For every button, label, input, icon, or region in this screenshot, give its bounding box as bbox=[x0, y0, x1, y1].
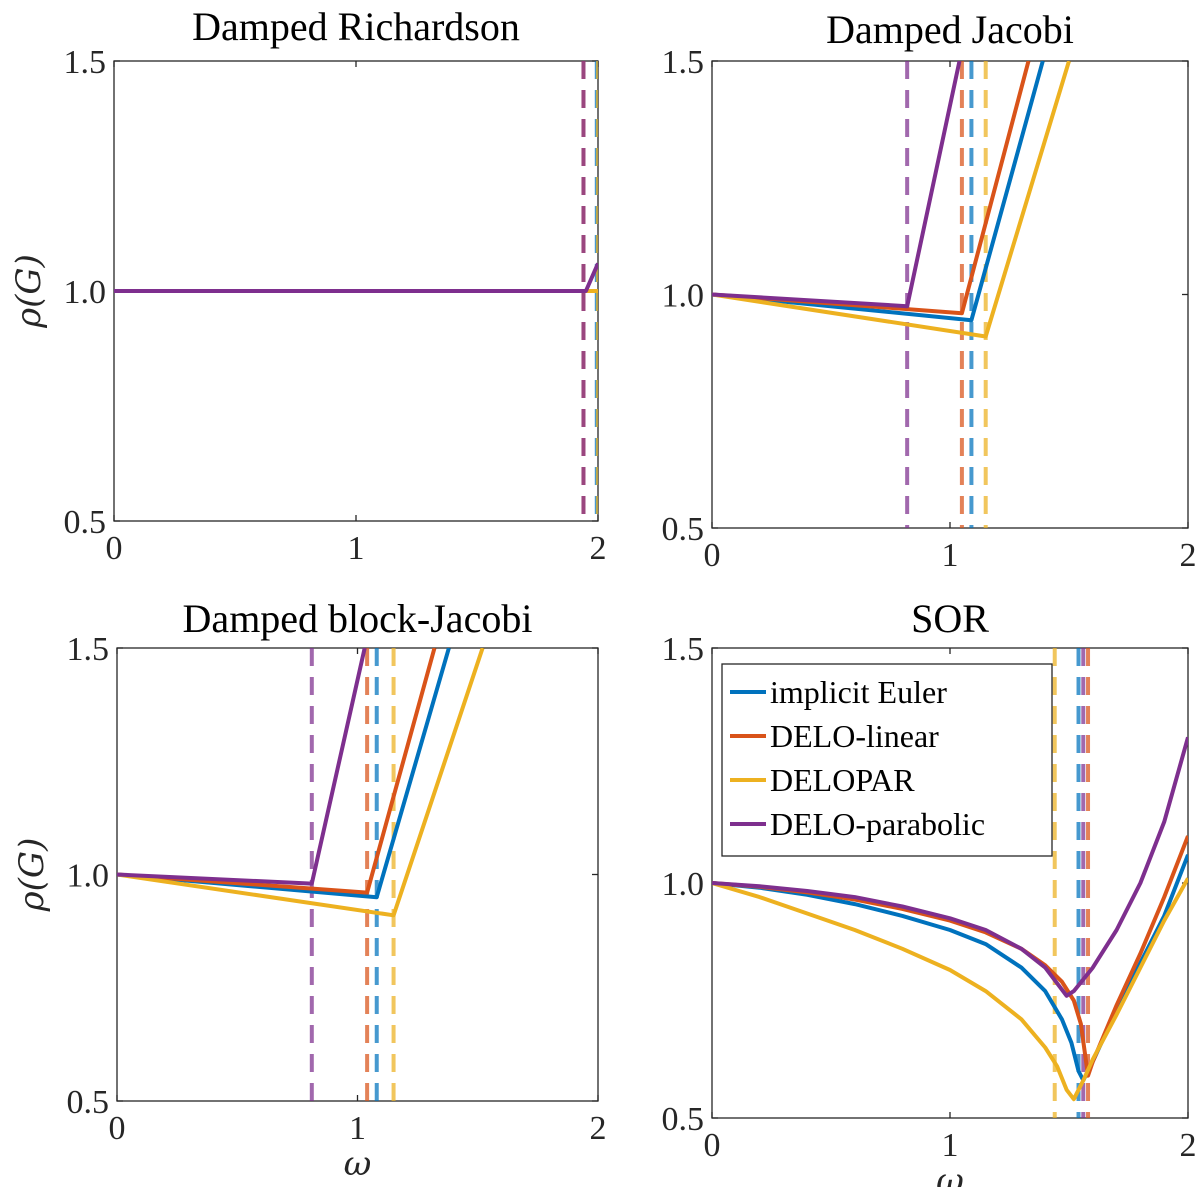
legend-entry-delo-parabolic: DELO-parabolic bbox=[770, 806, 985, 842]
x-tick-label: 1 bbox=[942, 537, 959, 574]
series-line-delo-parabolic bbox=[114, 262, 598, 293]
y-axis-label: ρ(G) bbox=[9, 254, 49, 329]
subplot-damped-richardson: Damped Richardson 0 1 2 0.5 1.0 1.5 ρ(G) bbox=[9, 4, 607, 567]
y-tick-label: 1.5 bbox=[64, 44, 107, 81]
series-line-delopar bbox=[712, 877, 1188, 1102]
axes-box bbox=[711, 60, 1189, 529]
chart-title: Damped Jacobi bbox=[826, 7, 1074, 52]
x-tick-label: 2 bbox=[590, 530, 607, 567]
y-tick-label: 1.0 bbox=[64, 274, 107, 311]
legend-entry-delopar: DELOPAR bbox=[770, 762, 915, 798]
y-tick-label: 0.5 bbox=[64, 504, 107, 541]
plot-area bbox=[114, 61, 598, 521]
legend-box bbox=[721, 663, 1053, 857]
x-tick-label: 0 bbox=[704, 1127, 721, 1164]
chart-title: Damped Richardson bbox=[192, 4, 520, 49]
plot-area bbox=[712, 61, 1071, 528]
x-tick-label: 1 bbox=[349, 1110, 366, 1147]
series-line-delo-parabolic bbox=[712, 736, 1188, 998]
legend-entry-implicit-euler: implicit Euler bbox=[770, 674, 947, 710]
series-line-delopar bbox=[712, 61, 1071, 339]
x-axis-label: ω bbox=[344, 1144, 372, 1184]
x-tick-label: 0 bbox=[106, 530, 123, 567]
axes-box bbox=[116, 647, 599, 1102]
y-tick-label: 1.0 bbox=[662, 866, 705, 903]
x-tick-label: 2 bbox=[590, 1110, 607, 1147]
series-line-delo-parabolic bbox=[117, 648, 367, 886]
y-axis-label: ρ(G) bbox=[12, 838, 52, 913]
x-tick-label: 0 bbox=[704, 537, 721, 574]
series-line-implicit-euler bbox=[712, 61, 1045, 323]
series-line-delo-linear bbox=[117, 648, 437, 895]
x-tick-label: 2 bbox=[1180, 537, 1197, 574]
x-tick-label: 1 bbox=[942, 1127, 959, 1164]
y-tick-label: 1.0 bbox=[662, 278, 705, 315]
y-tick-label: 1.5 bbox=[67, 631, 110, 668]
series-line-implicit-euler bbox=[712, 854, 1188, 1083]
x-tick-label: 0 bbox=[109, 1110, 126, 1147]
x-tick-label: 2 bbox=[1180, 1127, 1197, 1164]
y-tick-label: 0.5 bbox=[662, 1101, 705, 1138]
chart-title: SOR bbox=[911, 596, 989, 641]
series-line-delo-linear bbox=[712, 61, 1031, 316]
y-tick-label: 1.5 bbox=[662, 44, 705, 81]
y-tick-label: 0.5 bbox=[67, 1084, 110, 1121]
series-line-delo-parabolic bbox=[712, 61, 962, 309]
legend: implicit Euler DELO-linear DELOPAR DELO-par… bbox=[721, 663, 1053, 857]
subplot-damped-block-jacobi: Damped block-Jacobi 0 1 2 0.5 1.0 1.5 ρ(G) ω bbox=[12, 596, 607, 1184]
y-tick-label: 1.5 bbox=[662, 631, 705, 668]
series-line-delo-linear bbox=[712, 835, 1188, 1078]
chart-title: Damped block-Jacobi bbox=[183, 596, 533, 641]
legend-entry-delo-linear: DELO-linear bbox=[770, 718, 939, 754]
plot-area bbox=[712, 648, 1188, 1118]
series-line-delopar bbox=[117, 648, 485, 918]
plot-area bbox=[117, 648, 485, 1101]
y-tick-label: 1.0 bbox=[67, 858, 110, 895]
y-tick-label: 0.5 bbox=[662, 511, 705, 548]
subplot-sor: SOR 0 1 2 0.5 1.0 1.5 ω implicit Euler DELO-linea… bbox=[662, 596, 1197, 1187]
x-axis-label: ω bbox=[936, 1161, 964, 1187]
subplot-damped-jacobi: Damped Jacobi 0 1 2 0.5 1.0 1.5 bbox=[662, 7, 1197, 574]
x-tick-label: 1 bbox=[348, 530, 365, 567]
